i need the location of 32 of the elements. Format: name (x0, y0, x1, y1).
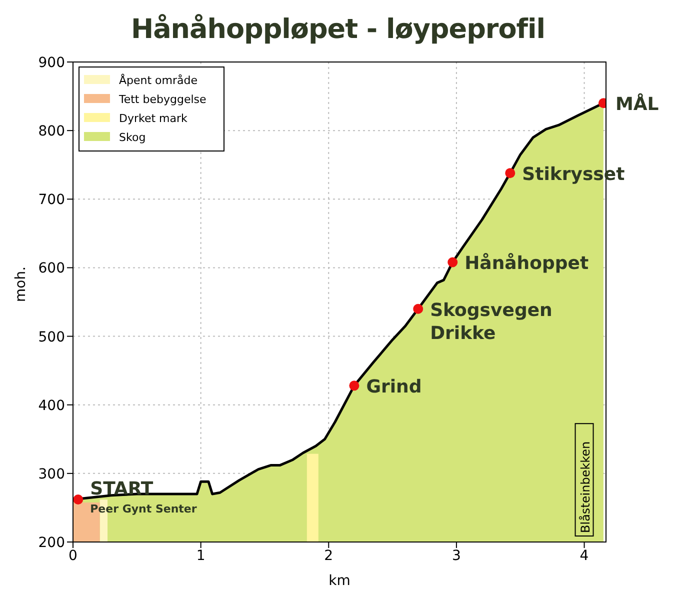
point (448, 257, 458, 268)
x-tick-label: 0 (68, 548, 78, 564)
y-axis-title: moh. (12, 266, 29, 302)
x-tick-label: 4 (580, 548, 589, 564)
y-tick-label: 800 (38, 124, 65, 140)
y-tick-label: 200 (38, 534, 65, 551)
annotation: Blåsteinbekken (578, 441, 592, 533)
legend-label: Åpent område (119, 73, 198, 87)
legend-label: Tett bebyggelse (118, 93, 206, 106)
annotation: Peer Gynt Senter (90, 502, 198, 516)
annotation: MÅL (615, 93, 659, 116)
x-axis-title: km (328, 573, 350, 589)
annotation: Grind (366, 376, 422, 398)
y-tick-label: 300 (38, 466, 65, 482)
point (349, 380, 360, 391)
x-tick-label: 3 (452, 548, 461, 564)
point (73, 494, 84, 504)
legend-label: Skog (119, 131, 146, 144)
annotation: Skogsvegen Drikke (430, 300, 552, 344)
y-tick-label: 600 (38, 260, 65, 277)
y-tick-label: 700 (38, 192, 65, 208)
point (505, 168, 516, 178)
point (413, 304, 424, 314)
x-tick-label: 1 (196, 548, 206, 564)
annotation: START (90, 478, 154, 500)
y-tick-label: 900 (38, 54, 65, 71)
x-tick-label: 2 (324, 548, 334, 564)
annotation: Hånåhoppet (464, 253, 589, 274)
y-tick-label: 400 (38, 398, 65, 414)
chart-title: Hånåhoppløpet - løypeprofil (130, 13, 546, 47)
legend-label: Dyrket mark (119, 112, 188, 125)
y-tick-label: 500 (38, 329, 65, 346)
